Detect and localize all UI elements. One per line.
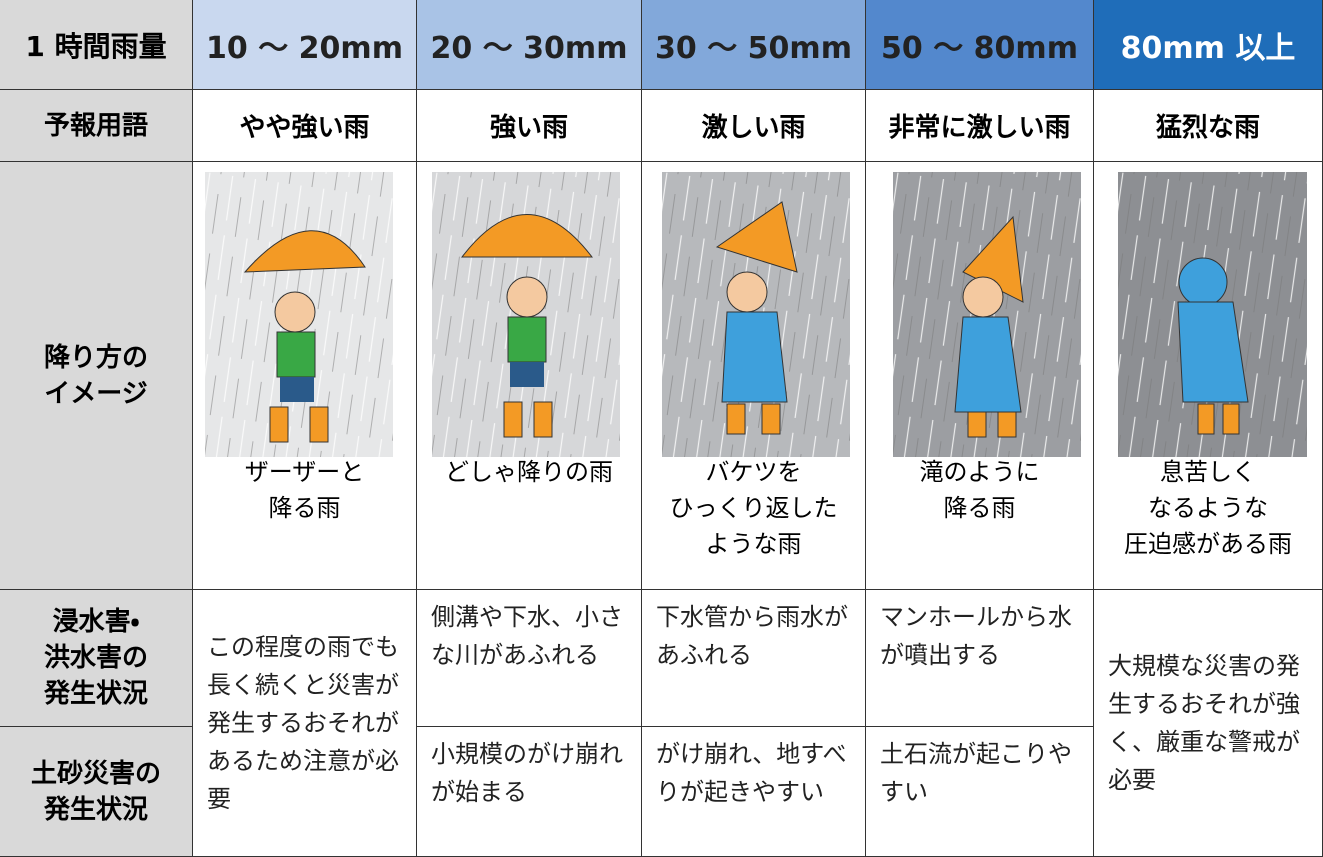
caption: どしゃ降りの雨 [445, 454, 613, 490]
caption-line: 圧迫感がある雨 [1124, 530, 1292, 558]
label-line: 洪水害の [43, 643, 148, 673]
illustration [1118, 172, 1307, 457]
range: 10 〜 20mm [206, 30, 403, 66]
illustration [662, 172, 850, 457]
caption-line: バケツを [705, 458, 802, 486]
caption-line: 滝のように [919, 458, 1040, 486]
caption-line: ひっくり返した [669, 494, 838, 522]
range-header: 80mm 以上 [1094, 0, 1323, 90]
description: マンホールから水が噴出する [880, 603, 1072, 669]
term: やや強い雨 [239, 113, 370, 143]
term: 強い雨 [489, 113, 568, 143]
description: 小規模のがけ崩れが始まる [431, 740, 623, 806]
image-cell: どしゃ降りの雨 [417, 162, 642, 590]
illustration [432, 172, 620, 457]
forecast-term: 猛烈な雨 [1094, 90, 1323, 162]
range: 80mm 以上 [1120, 30, 1296, 66]
image-cell: ザーザーと 降る雨 [193, 162, 417, 590]
label-line: 土砂災害の [30, 758, 161, 789]
image-cell: バケツをひっくり返した ような雨 [642, 162, 866, 590]
illustration [205, 172, 393, 457]
flood-cell: 側溝や下水、小さな川があふれる [417, 590, 642, 727]
caption: ザーザーと 降る雨 [245, 454, 365, 526]
forecast-term: 激しい雨 [642, 90, 866, 162]
caption-line: どしゃ降りの雨 [445, 458, 613, 486]
label: 1 時間雨量 [25, 29, 167, 63]
range: 50 〜 80mm [881, 30, 1078, 66]
label-line: 浸水害・ [52, 607, 140, 637]
forecast-term: 非常に激しい雨 [866, 90, 1094, 162]
label: 土砂災害の 発生状況 [31, 756, 161, 828]
label: 予報用語 [43, 110, 148, 141]
caption: バケツをひっくり返した ような雨 [670, 454, 838, 562]
range-header: 10 〜 20mm [193, 0, 417, 90]
flood-cell: マンホールから水が噴出する [866, 590, 1094, 727]
landslide-cell: 土石流が起こりやすい [866, 727, 1094, 857]
image-cell: 息苦しくなるような圧迫感がある雨 [1094, 162, 1323, 590]
caption: 滝のように 降る雨 [920, 454, 1040, 526]
range-header: 30 〜 50mm [642, 0, 866, 90]
caption: 息苦しくなるような圧迫感がある雨 [1124, 454, 1292, 562]
flood-cell: この程度の雨でも長く続くと災害が発生するおそれがあるため注意が必要 [193, 590, 417, 857]
description: がけ崩れ、地すべりが起きやすい [656, 740, 847, 806]
row-label: 土砂災害の 発生状況 [0, 727, 193, 857]
caption-line: 息苦しく [1160, 458, 1256, 486]
landslide-cell: がけ崩れ、地すべりが起きやすい [642, 727, 866, 857]
description: この程度の雨でも長く続くと災害が発生するおそれがあるため注意が必要 [207, 633, 399, 813]
label-line: イメージ [44, 378, 148, 409]
landslide-cell: 小規模のがけ崩れが始まる [417, 727, 642, 857]
range-header: 50 〜 80mm [866, 0, 1094, 90]
range-header: 20 〜 30mm [417, 0, 642, 90]
row-label: 1 時間雨量 [0, 0, 193, 90]
label-line: 発生状況 [43, 679, 148, 709]
description: 大規模な災害の発生するおそれが強く、厳重な警戒が必要 [1108, 652, 1300, 794]
forecast-term: 強い雨 [417, 90, 642, 162]
term: 非常に激しい雨 [888, 113, 1071, 143]
forecast-term: やや強い雨 [193, 90, 417, 162]
row-label: 浸水害・洪水害の発生状況 [0, 590, 193, 727]
term: 激しい雨 [701, 113, 806, 143]
label: 浸水害・洪水害の発生状況 [44, 604, 148, 712]
row-label: 降り方の イメージ [0, 162, 193, 590]
caption-line: ザーザーと [244, 458, 365, 486]
row-label: 予報用語 [0, 90, 193, 162]
caption-line: 降る雨 [943, 494, 1016, 522]
term: 猛烈な雨 [1155, 113, 1260, 143]
label-line: 降り方の [43, 342, 148, 373]
flood-cell: 大規模な災害の発生するおそれが強く、厳重な警戒が必要 [1094, 590, 1323, 857]
illustration [893, 172, 1081, 457]
caption-line: 降る雨 [268, 494, 341, 522]
label: 降り方の イメージ [44, 340, 148, 412]
label-line: 発生状況 [43, 794, 148, 825]
range: 30 〜 50mm [655, 30, 852, 66]
description: 側溝や下水、小さな川があふれる [431, 603, 623, 669]
description: 土石流が起こりやすい [880, 740, 1072, 806]
caption-line: なるような [1148, 494, 1268, 522]
range: 20 〜 30mm [430, 30, 628, 66]
flood-cell: 下水管から雨水があふれる [642, 590, 866, 727]
description: 下水管から雨水があふれる [656, 603, 848, 669]
caption-line: ような雨 [705, 530, 802, 558]
image-cell: 滝のように 降る雨 [866, 162, 1094, 590]
